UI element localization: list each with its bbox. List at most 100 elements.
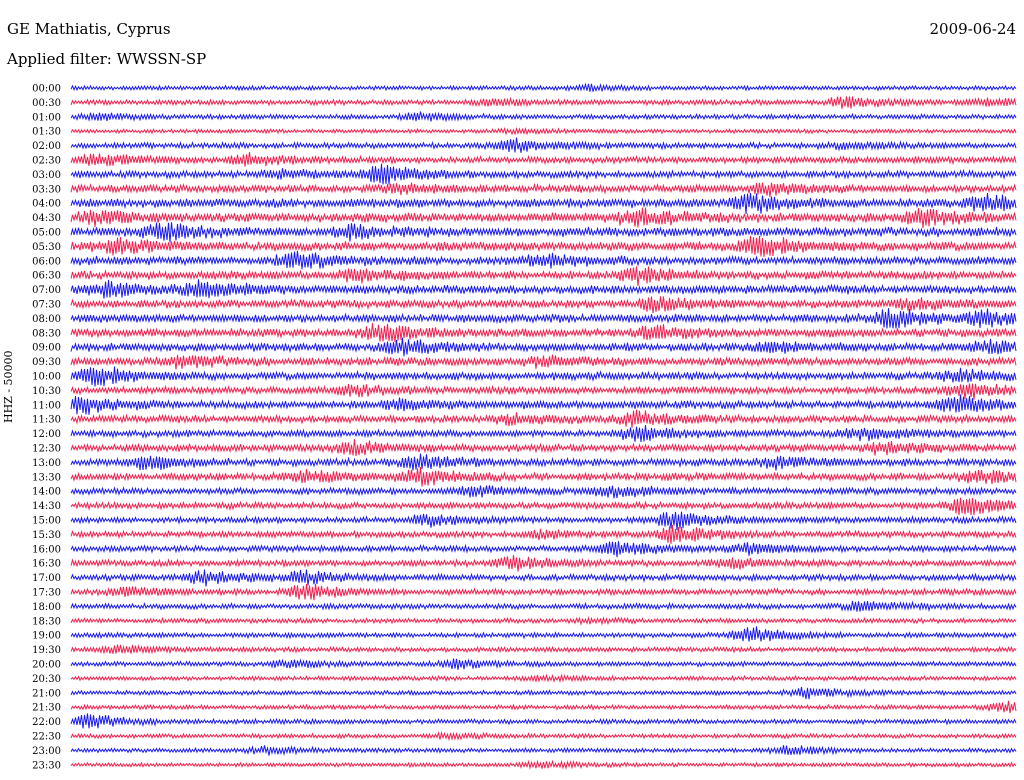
time-tick-label: 21:30 bbox=[32, 703, 61, 714]
time-tick-label: 03:30 bbox=[32, 184, 61, 195]
seismic-trace-line bbox=[70, 207, 1017, 229]
seismic-trace-line bbox=[70, 759, 1017, 770]
seismic-trace-line bbox=[70, 409, 1017, 428]
time-tick-label: 19:00 bbox=[32, 631, 61, 642]
seismic-trace-line bbox=[70, 673, 1017, 683]
seismic-trace-line bbox=[70, 511, 1017, 530]
time-tick-label: 23:00 bbox=[32, 746, 61, 757]
time-tick-label: 16:30 bbox=[32, 559, 61, 570]
seismic-trace-line bbox=[70, 354, 1017, 370]
time-tick-label: 09:30 bbox=[32, 357, 61, 368]
time-tick-label: 14:30 bbox=[32, 501, 61, 512]
time-tick-label: 13:00 bbox=[32, 458, 61, 469]
seismic-trace-line bbox=[70, 466, 1017, 487]
seismic-trace-line bbox=[70, 383, 1017, 400]
time-tick-label: 15:30 bbox=[32, 530, 61, 541]
seismic-trace-line bbox=[70, 111, 1017, 123]
seismic-trace-line bbox=[70, 658, 1017, 670]
seismic-trace-line bbox=[70, 152, 1017, 167]
time-tick-label: 16:00 bbox=[32, 544, 61, 555]
seismic-trace-line bbox=[70, 250, 1017, 270]
time-tick-label: 03:00 bbox=[32, 170, 61, 181]
seismic-trace-line bbox=[70, 497, 1017, 516]
seismic-trace-line bbox=[70, 439, 1017, 457]
time-tick-label: 08:30 bbox=[32, 328, 61, 339]
seismic-trace-line bbox=[70, 235, 1017, 258]
seismic-trace-line bbox=[70, 555, 1017, 572]
seismic-trace-line bbox=[70, 425, 1017, 443]
time-tick-label: 18:30 bbox=[32, 616, 61, 627]
time-tick-label: 00:30 bbox=[32, 98, 61, 109]
seismic-trace-line bbox=[70, 525, 1017, 544]
time-tick-label: 01:30 bbox=[32, 127, 61, 138]
time-tick-label: 12:00 bbox=[32, 429, 61, 440]
time-tick-label: 14:00 bbox=[32, 487, 61, 498]
seismic-trace-line bbox=[70, 192, 1017, 215]
time-tick-label: 08:00 bbox=[32, 314, 61, 325]
seismic-trace-line bbox=[70, 616, 1017, 626]
seismic-trace-line bbox=[70, 453, 1017, 471]
seismic-trace-line bbox=[70, 600, 1017, 613]
seismic-trace-line bbox=[70, 323, 1017, 342]
time-tick-label: 01:00 bbox=[32, 112, 61, 123]
seismic-trace-line bbox=[70, 308, 1017, 329]
time-tick-label: 07:00 bbox=[32, 285, 61, 296]
time-tick-label: 22:30 bbox=[32, 732, 61, 743]
seismic-trace-line bbox=[70, 644, 1017, 655]
time-tick-label: 04:00 bbox=[32, 199, 61, 210]
time-tick-label: 05:00 bbox=[32, 228, 61, 239]
seismic-trace-line bbox=[70, 337, 1017, 357]
time-tick-label: 12:30 bbox=[32, 444, 61, 455]
seismic-trace-line bbox=[70, 745, 1017, 757]
time-tick-label: 21:00 bbox=[32, 688, 61, 699]
seismic-trace-line bbox=[70, 700, 1017, 714]
filter-label: Applied filter: WWSSN-SP bbox=[7, 50, 207, 68]
seismic-trace-line bbox=[70, 626, 1017, 642]
recording-date: 2009-06-24 bbox=[929, 20, 1016, 38]
seismic-trace-line bbox=[70, 366, 1017, 387]
time-tick-label: 20:30 bbox=[32, 674, 61, 685]
time-tick-label: 02:30 bbox=[32, 156, 61, 167]
time-tick-label: 17:00 bbox=[32, 573, 61, 584]
time-tick-label: 23:30 bbox=[32, 760, 61, 771]
time-tick-label: 20:00 bbox=[32, 660, 61, 671]
time-tick-label: 11:30 bbox=[32, 415, 61, 426]
seismic-trace-line bbox=[70, 182, 1017, 198]
seismic-trace-line bbox=[70, 266, 1017, 287]
time-tick-label: 13:30 bbox=[32, 472, 61, 483]
seismic-trace-line bbox=[70, 394, 1017, 415]
seismic-trace-line bbox=[70, 296, 1017, 314]
seismic-trace-line bbox=[70, 730, 1017, 742]
time-tick-label: 19:30 bbox=[32, 645, 61, 656]
time-tick-label: 22:00 bbox=[32, 717, 61, 728]
seismic-trace-line bbox=[70, 713, 1017, 729]
station-title: GE Mathiatis, Cyprus bbox=[7, 20, 171, 38]
seismic-trace-line bbox=[70, 485, 1017, 499]
seismic-trace-line bbox=[70, 126, 1017, 136]
time-tick-label: 09:00 bbox=[32, 343, 61, 354]
seismic-trace-line bbox=[70, 82, 1017, 93]
seismic-trace-line bbox=[70, 541, 1017, 558]
seismic-trace-line bbox=[70, 163, 1017, 185]
time-tick-label: 15:00 bbox=[32, 516, 61, 527]
time-tick-label: 00:00 bbox=[32, 84, 61, 95]
time-tick-label: 10:30 bbox=[32, 386, 61, 397]
seismic-trace-line bbox=[70, 583, 1017, 601]
time-tick-label: 02:00 bbox=[32, 141, 61, 152]
seismic-trace-line bbox=[70, 686, 1017, 700]
time-tick-label: 05:30 bbox=[32, 242, 61, 253]
time-tick-label: 18:00 bbox=[32, 602, 61, 613]
seismic-trace-line bbox=[70, 279, 1017, 299]
seismic-trace-line bbox=[70, 222, 1017, 243]
time-tick-label: 10:00 bbox=[32, 372, 61, 383]
time-tick-label: 11:00 bbox=[32, 400, 61, 411]
time-tick-label: 07:30 bbox=[32, 300, 61, 311]
seismic-trace-line bbox=[70, 96, 1017, 109]
time-tick-label: 04:30 bbox=[32, 213, 61, 224]
time-tick-label: 06:00 bbox=[32, 256, 61, 267]
seismic-trace-line bbox=[70, 569, 1017, 587]
seismic-trace-line bbox=[70, 137, 1017, 153]
time-tick-label: 17:30 bbox=[32, 588, 61, 599]
time-tick-label: 06:30 bbox=[32, 271, 61, 282]
